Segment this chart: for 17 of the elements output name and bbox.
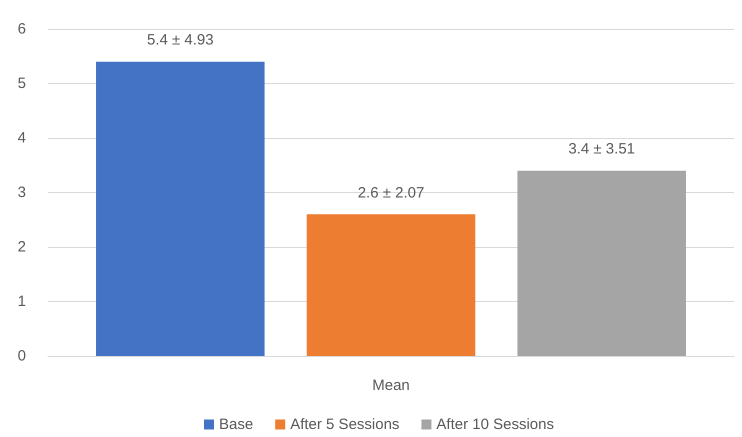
data-label: 3.4 ± 3.51 [568,140,636,158]
data-label: 5.4 ± 4.93 [146,32,214,49]
bar [96,62,265,356]
y-tick-label: 4 [18,130,26,146]
y-tick-label: 3 [18,184,26,201]
data-label: 2.6 ± 2.07 [358,184,424,202]
bar [517,170,686,356]
y-tick-label: 1 [18,293,26,310]
legend-label: Base [219,416,254,433]
x-tick-label: Mean [372,377,410,394]
bar [306,214,476,356]
y-tick-label: 0 [18,348,26,364]
legend-label: After 5 Sessions [290,416,400,433]
legend-label: After 10 Sessions [436,416,554,433]
y-tick-label: 6 [18,20,26,38]
y-tick-label: 5 [18,75,26,92]
y-tick-label: 2 [18,238,26,256]
